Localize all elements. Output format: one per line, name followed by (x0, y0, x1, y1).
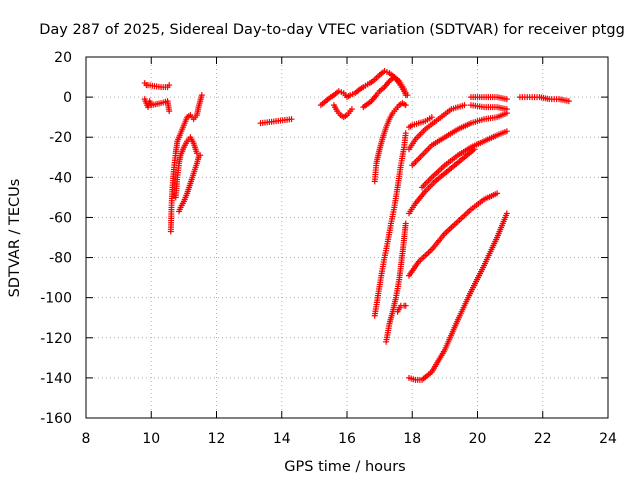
data-points-layer (141, 68, 572, 383)
data-point (288, 116, 295, 123)
series-cluster-a-low (141, 96, 173, 115)
data-point (402, 102, 409, 109)
x-tick-label: 22 (534, 431, 552, 447)
series-arc-a2 (172, 134, 200, 201)
y-tick-label: 20 (54, 50, 72, 66)
series-line-c6 (405, 190, 501, 279)
series-cluster-a-flat (141, 80, 173, 91)
data-point (503, 106, 510, 113)
data-point (166, 108, 173, 115)
series-line-c5 (405, 146, 478, 217)
x-tick-label: 12 (208, 431, 226, 447)
y-tick-label: -80 (49, 251, 72, 267)
y-tick-label: -60 (49, 210, 72, 226)
y-tick-label: -40 (49, 170, 72, 186)
data-point (494, 190, 501, 197)
series-line-c7 (405, 210, 510, 383)
data-point (197, 152, 204, 159)
series-desc-1 (371, 100, 409, 185)
data-point (471, 146, 478, 153)
x-tick-label: 10 (142, 431, 160, 447)
data-point (166, 82, 173, 89)
series-line-c4 (419, 128, 510, 191)
chart-title: Day 287 of 2025, Sidereal Day-to-day VTE… (39, 22, 625, 38)
y-tick-label: -20 (49, 130, 72, 146)
data-point (348, 106, 355, 113)
data-point (198, 92, 205, 99)
series-arc-b1 (317, 68, 411, 109)
series-flat-e (516, 94, 572, 105)
series-arc-b3 (360, 74, 409, 111)
y-axis-label: SDTVAR / TECUs (7, 179, 23, 298)
grid-layer (86, 57, 608, 418)
y-tick-label: -160 (40, 411, 72, 427)
series-desc-4 (394, 302, 409, 315)
ticks-layer: 8 10 12 14 16 18 20 22 24 -160 -140 -120 -100 -80 -60 -… (40, 50, 617, 447)
data-point (503, 96, 510, 103)
y-tick-label: 0 (63, 90, 72, 106)
data-point (503, 210, 510, 217)
data-point (461, 102, 468, 109)
series-desc-2 (371, 130, 409, 319)
x-tick-label: 8 (82, 431, 91, 447)
series-line-c1 (405, 114, 435, 131)
data-point (402, 92, 409, 99)
series-isolated (257, 116, 295, 127)
data-point (402, 302, 409, 309)
series-desc-3 (383, 220, 409, 345)
series-arc-a3 (175, 152, 204, 215)
series-line-c2 (405, 102, 468, 153)
data-point (402, 220, 409, 227)
x-tick-label: 16 (338, 431, 356, 447)
series-arc-a1 (167, 92, 205, 235)
y-tick-label: -120 (40, 331, 72, 347)
x-tick-label: 24 (599, 431, 617, 447)
x-tick-label: 18 (403, 431, 421, 447)
y-tick-label: -100 (40, 291, 72, 307)
data-point (565, 98, 572, 105)
y-tick-label: -140 (40, 371, 72, 387)
data-point (193, 150, 200, 157)
series-flat-d1 (467, 94, 510, 103)
data-point (503, 128, 510, 135)
data-point (402, 130, 409, 137)
x-tick-label: 14 (273, 431, 291, 447)
data-point (428, 114, 435, 121)
series-line-c3 (409, 110, 510, 169)
x-axis-label: GPS time / hours (284, 459, 405, 475)
series-arc-b2 (330, 102, 355, 121)
x-tick-label: 20 (469, 431, 487, 447)
series-flat-d2 (467, 102, 510, 113)
